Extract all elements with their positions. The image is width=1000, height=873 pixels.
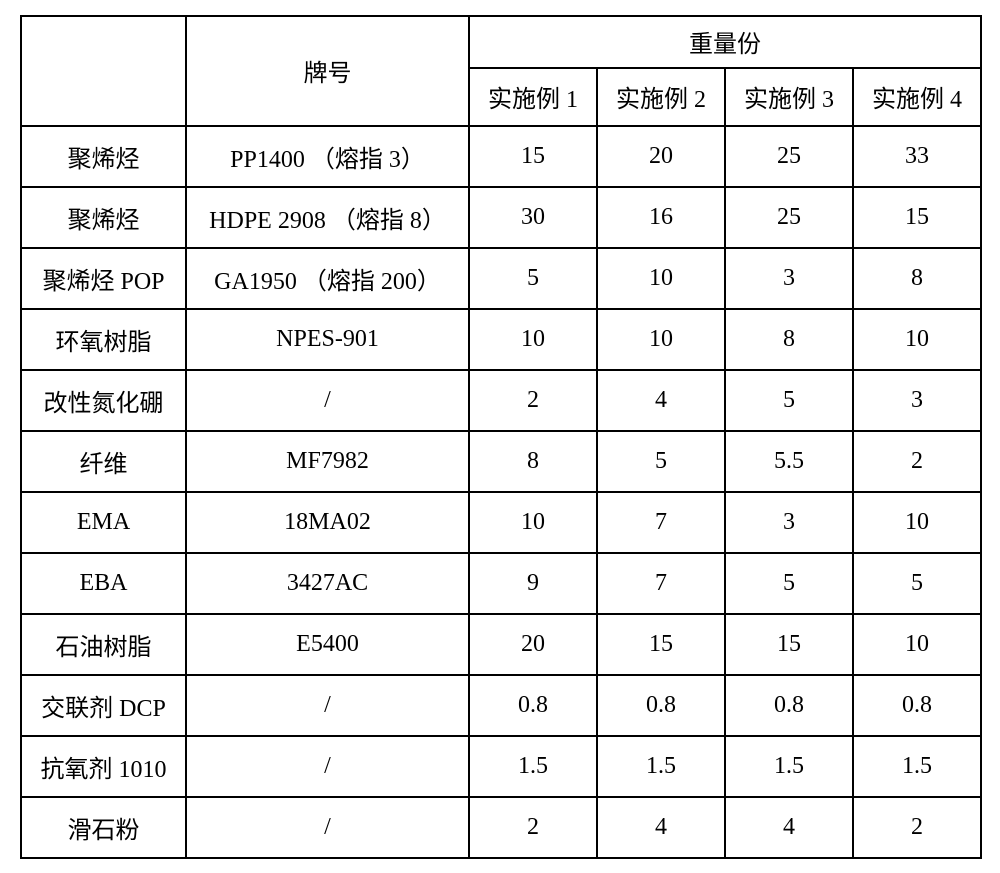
header-grade: 牌号 xyxy=(186,16,469,126)
cell-name: 纤维 xyxy=(21,431,186,492)
table-row: EMA 18MA02 10 7 3 10 xyxy=(21,492,981,553)
cell-ex4: 0.8 xyxy=(853,675,981,736)
header-ex2: 实施例 2 xyxy=(597,68,725,126)
cell-ex4: 3 xyxy=(853,370,981,431)
cell-ex4: 1.5 xyxy=(853,736,981,797)
cell-grade: / xyxy=(186,736,469,797)
table-header: 牌号 重量份 实施例 1 实施例 2 实施例 3 实施例 4 xyxy=(21,16,981,126)
cell-ex4: 5 xyxy=(853,553,981,614)
cell-name: EMA xyxy=(21,492,186,553)
cell-name: 环氧树脂 xyxy=(21,309,186,370)
cell-ex2: 7 xyxy=(597,553,725,614)
cell-ex2: 10 xyxy=(597,309,725,370)
cell-grade: E5400 xyxy=(186,614,469,675)
cell-ex1: 20 xyxy=(469,614,597,675)
table-row: 石油树脂 E5400 20 15 15 10 xyxy=(21,614,981,675)
cell-name: 聚烯烃 POP xyxy=(21,248,186,309)
cell-grade: / xyxy=(186,675,469,736)
cell-grade: / xyxy=(186,797,469,858)
table-row: 滑石粉 / 2 4 4 2 xyxy=(21,797,981,858)
cell-ex2: 4 xyxy=(597,370,725,431)
cell-ex3: 5 xyxy=(725,370,853,431)
cell-ex1: 1.5 xyxy=(469,736,597,797)
cell-ex3: 15 xyxy=(725,614,853,675)
cell-ex4: 2 xyxy=(853,797,981,858)
cell-ex3: 3 xyxy=(725,492,853,553)
cell-ex4: 10 xyxy=(853,309,981,370)
cell-ex4: 2 xyxy=(853,431,981,492)
cell-grade: 3427AC xyxy=(186,553,469,614)
cell-ex1: 5 xyxy=(469,248,597,309)
table-row: 改性氮化硼 / 2 4 5 3 xyxy=(21,370,981,431)
cell-ex1: 0.8 xyxy=(469,675,597,736)
table-row: 聚烯烃 POP GA1950 （熔指 200） 5 10 3 8 xyxy=(21,248,981,309)
table-body: 聚烯烃 PP1400 （熔指 3） 15 20 25 33 聚烯烃 HDPE 2… xyxy=(21,126,981,858)
cell-ex3: 25 xyxy=(725,187,853,248)
cell-grade: 18MA02 xyxy=(186,492,469,553)
table-row: 聚烯烃 HDPE 2908 （熔指 8） 30 16 25 15 xyxy=(21,187,981,248)
header-name-blank xyxy=(21,16,186,126)
cell-ex1: 10 xyxy=(469,309,597,370)
table-row: 聚烯烃 PP1400 （熔指 3） 15 20 25 33 xyxy=(21,126,981,187)
cell-grade: HDPE 2908 （熔指 8） xyxy=(186,187,469,248)
cell-ex1: 2 xyxy=(469,370,597,431)
cell-name: 滑石粉 xyxy=(21,797,186,858)
cell-ex1: 9 xyxy=(469,553,597,614)
cell-name: 聚烯烃 xyxy=(21,187,186,248)
table-row: 纤维 MF7982 8 5 5.5 2 xyxy=(21,431,981,492)
cell-ex2: 5 xyxy=(597,431,725,492)
cell-name: EBA xyxy=(21,553,186,614)
cell-ex2: 0.8 xyxy=(597,675,725,736)
header-weight-parts: 重量份 xyxy=(469,16,981,68)
header-ex4: 实施例 4 xyxy=(853,68,981,126)
cell-grade: GA1950 （熔指 200） xyxy=(186,248,469,309)
cell-name: 交联剂 DCP xyxy=(21,675,186,736)
cell-ex2: 20 xyxy=(597,126,725,187)
cell-ex4: 15 xyxy=(853,187,981,248)
cell-ex3: 1.5 xyxy=(725,736,853,797)
cell-ex2: 1.5 xyxy=(597,736,725,797)
header-ex3: 实施例 3 xyxy=(725,68,853,126)
cell-ex4: 10 xyxy=(853,492,981,553)
cell-ex4: 8 xyxy=(853,248,981,309)
cell-grade: NPES-901 xyxy=(186,309,469,370)
cell-ex3: 4 xyxy=(725,797,853,858)
cell-grade: PP1400 （熔指 3） xyxy=(186,126,469,187)
cell-ex2: 16 xyxy=(597,187,725,248)
cell-name: 聚烯烃 xyxy=(21,126,186,187)
cell-ex2: 4 xyxy=(597,797,725,858)
cell-grade: MF7982 xyxy=(186,431,469,492)
cell-ex3: 0.8 xyxy=(725,675,853,736)
cell-ex1: 2 xyxy=(469,797,597,858)
material-composition-table: 牌号 重量份 实施例 1 实施例 2 实施例 3 实施例 4 聚烯烃 PP140… xyxy=(20,15,980,859)
data-table: 牌号 重量份 实施例 1 实施例 2 实施例 3 实施例 4 聚烯烃 PP140… xyxy=(20,15,982,859)
cell-ex2: 10 xyxy=(597,248,725,309)
cell-ex2: 15 xyxy=(597,614,725,675)
cell-ex1: 8 xyxy=(469,431,597,492)
table-row: EBA 3427AC 9 7 5 5 xyxy=(21,553,981,614)
cell-ex4: 33 xyxy=(853,126,981,187)
cell-ex3: 5.5 xyxy=(725,431,853,492)
cell-ex3: 8 xyxy=(725,309,853,370)
cell-name: 抗氧剂 1010 xyxy=(21,736,186,797)
table-row: 抗氧剂 1010 / 1.5 1.5 1.5 1.5 xyxy=(21,736,981,797)
table-row: 交联剂 DCP / 0.8 0.8 0.8 0.8 xyxy=(21,675,981,736)
cell-ex1: 10 xyxy=(469,492,597,553)
cell-ex4: 10 xyxy=(853,614,981,675)
cell-ex3: 5 xyxy=(725,553,853,614)
table-row: 环氧树脂 NPES-901 10 10 8 10 xyxy=(21,309,981,370)
header-row-1: 牌号 重量份 xyxy=(21,16,981,68)
cell-ex1: 30 xyxy=(469,187,597,248)
cell-ex2: 7 xyxy=(597,492,725,553)
cell-ex3: 25 xyxy=(725,126,853,187)
cell-ex3: 3 xyxy=(725,248,853,309)
cell-ex1: 15 xyxy=(469,126,597,187)
header-ex1: 实施例 1 xyxy=(469,68,597,126)
cell-name: 石油树脂 xyxy=(21,614,186,675)
cell-grade: / xyxy=(186,370,469,431)
cell-name: 改性氮化硼 xyxy=(21,370,186,431)
